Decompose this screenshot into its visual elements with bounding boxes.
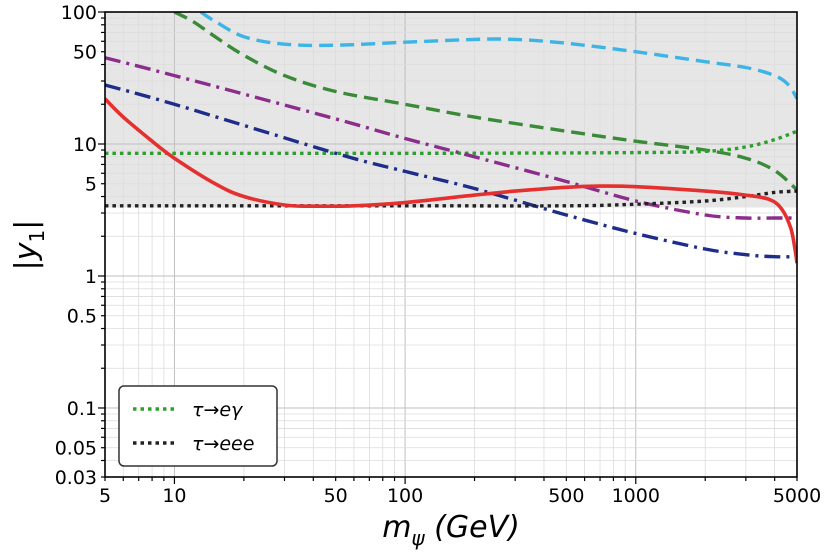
x-tick-label: 1000 (612, 485, 660, 507)
x-tick-label: 100 (387, 485, 423, 507)
series-navy-dashdot (105, 83, 797, 259)
y-tick-label: 1 (85, 266, 97, 288)
y-tick-label: 0.5 (67, 306, 97, 328)
y-tick-label: 5 (85, 174, 97, 196)
plot-frame (104, 11, 798, 478)
legend-label-tau-e-gamma: τ→eγ (192, 399, 244, 421)
y-tick-label: 50 (73, 42, 97, 64)
y-tick-label: 10 (73, 134, 97, 156)
excluded-region (105, 12, 797, 208)
series-light-blue-dashed (199, 12, 797, 100)
x-tick-label: 50 (324, 485, 348, 507)
y-tick-label: 0.1 (67, 398, 97, 420)
y-tick-label: 100 (61, 2, 97, 24)
legend: τ→eγ τ→eee (118, 385, 278, 467)
y-axis-label-sub: 1 (25, 230, 49, 243)
y-tick-label: 0.05 (55, 438, 97, 460)
series-green-dashed (173, 12, 797, 192)
x-axis-label-unit: (GeV) (425, 510, 520, 545)
ticks: 5 10 50 100 500 1000 5000 0.03 0.05 0.1 0.5 1 5 10 50 1… (55, 2, 821, 507)
x-axis-label: mψ (GeV) (382, 510, 520, 550)
y-axis-label-end: | (9, 220, 44, 230)
legend-label-tau-eee: τ→eee (192, 433, 254, 455)
x-axis-label-main: m (382, 510, 411, 545)
series-red-solid (105, 97, 797, 264)
series-purple-dashdot (105, 56, 797, 220)
x-tick-label: 10 (162, 485, 186, 507)
legend-box (118, 385, 278, 467)
y-tick-label: 0.03 (55, 467, 97, 489)
series-green-dotted (105, 129, 797, 156)
x-tick-label: 5000 (773, 485, 821, 507)
x-axis-label-sub: ψ (411, 526, 425, 550)
x-tick-label: 500 (548, 485, 584, 507)
series-group (105, 12, 797, 264)
y-axis-label: |y1| (9, 220, 49, 271)
y-axis-label-main: |y (9, 241, 44, 270)
x-tick-label: 5 (99, 485, 111, 507)
